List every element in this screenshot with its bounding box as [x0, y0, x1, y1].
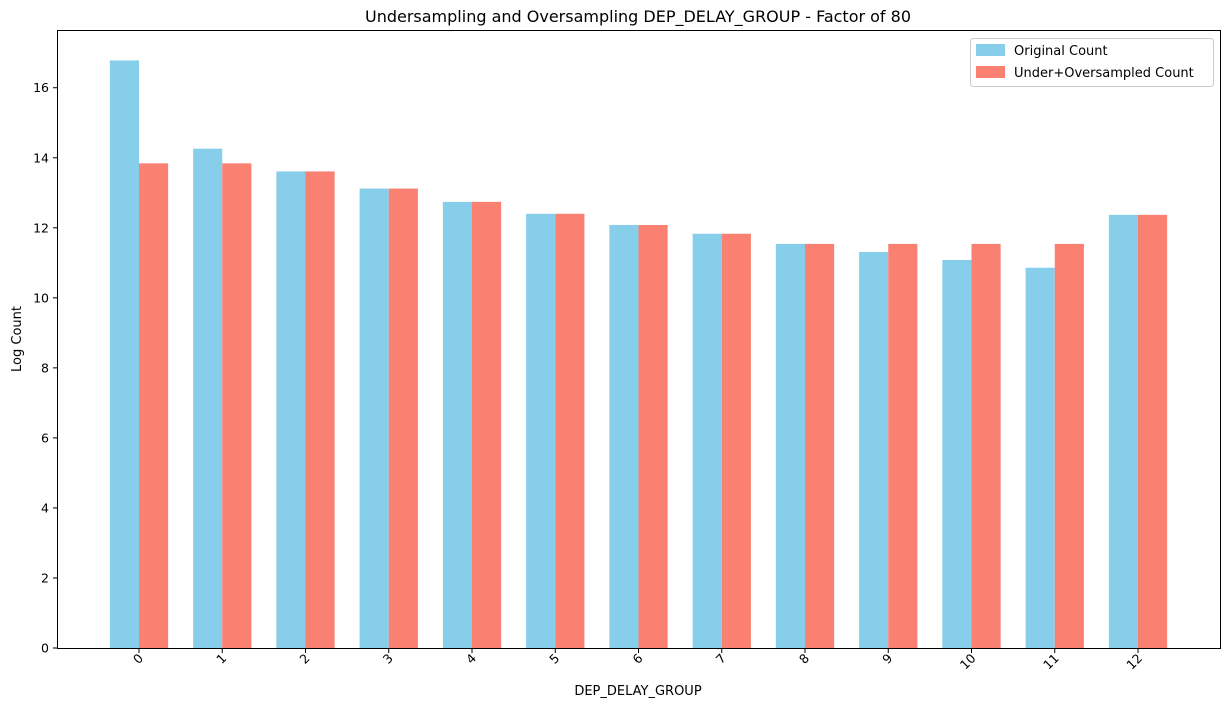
x-tick-label: 11	[1040, 651, 1062, 673]
bar-original-2	[276, 171, 306, 649]
bar-original-0	[109, 60, 139, 649]
legend-swatch-original	[976, 44, 1005, 56]
bar-resampled-7	[721, 233, 751, 648]
bar-original-3	[359, 188, 389, 648]
y-tick-label: 10	[33, 290, 49, 305]
bar-resampled-11	[1054, 243, 1084, 648]
legend-swatch-resampled	[976, 66, 1005, 78]
legend: Original Count Under+Oversampled Count	[970, 38, 1214, 87]
bar-original-7	[692, 233, 722, 648]
bar-resampled-10	[971, 243, 1001, 648]
bar-original-4	[442, 201, 472, 648]
bar-resampled-9	[888, 243, 918, 648]
x-tick-label: 3	[380, 651, 396, 667]
bar-original-8	[775, 243, 805, 648]
y-tick-label: 4	[41, 500, 49, 515]
bar-original-12	[1108, 214, 1138, 648]
bar-resampled-4	[472, 201, 502, 648]
bar-original-6	[609, 224, 639, 649]
x-tick-label: 6	[629, 650, 645, 666]
bar-original-10	[942, 260, 972, 648]
y-tick-label: 14	[33, 150, 49, 165]
bar-resampled-3	[388, 188, 418, 648]
y-tick-label: 6	[41, 430, 49, 445]
bar-original-9	[859, 251, 889, 648]
bar-original-1	[193, 148, 223, 648]
x-tick-label: 5	[546, 651, 562, 667]
legend-label-original: Original Count	[1014, 44, 1108, 59]
x-axis-ticks: 0 1 2 3 4 5 6 7 8 9 10 11 12	[130, 648, 1145, 672]
y-tick-label: 16	[33, 80, 49, 95]
y-tick-label: 2	[41, 570, 49, 585]
legend-frame	[970, 38, 1214, 87]
bar-original-11	[1025, 267, 1055, 648]
x-tick-label: 2	[296, 651, 312, 667]
bar-resampled-5	[555, 213, 585, 649]
x-tick-label: 7	[713, 651, 729, 667]
x-tick-label: 1	[213, 651, 229, 667]
bars-group	[109, 60, 1168, 649]
y-axis-ticks: 0 2 4 6 8 10 12 14 16	[33, 80, 58, 656]
x-tick-label: 8	[796, 650, 812, 666]
x-tick-label: 12	[1123, 651, 1145, 673]
bar-resampled-1	[222, 163, 252, 649]
bar-original-5	[526, 213, 556, 649]
y-tick-label: 0	[41, 641, 49, 656]
x-tick-label: 4	[463, 650, 479, 666]
x-tick-label: 10	[957, 650, 979, 672]
legend-label-resampled: Under+Oversampled Count	[1014, 66, 1194, 81]
y-tick-label: 12	[33, 220, 49, 235]
bar-resampled-2	[305, 171, 335, 649]
bar-resampled-12	[1138, 214, 1168, 648]
bar-resampled-6	[638, 224, 668, 649]
y-axis-label: Log Count	[10, 306, 25, 372]
bar-resampled-8	[805, 243, 835, 648]
chart-title: Undersampling and Oversampling DEP_DELAY…	[365, 7, 911, 27]
x-tick-label: 9	[879, 650, 895, 666]
x-axis-label: DEP_DELAY_GROUP	[574, 684, 702, 699]
y-tick-label: 8	[41, 360, 49, 375]
x-tick-label: 0	[130, 650, 146, 666]
bar-resampled-0	[139, 163, 169, 649]
